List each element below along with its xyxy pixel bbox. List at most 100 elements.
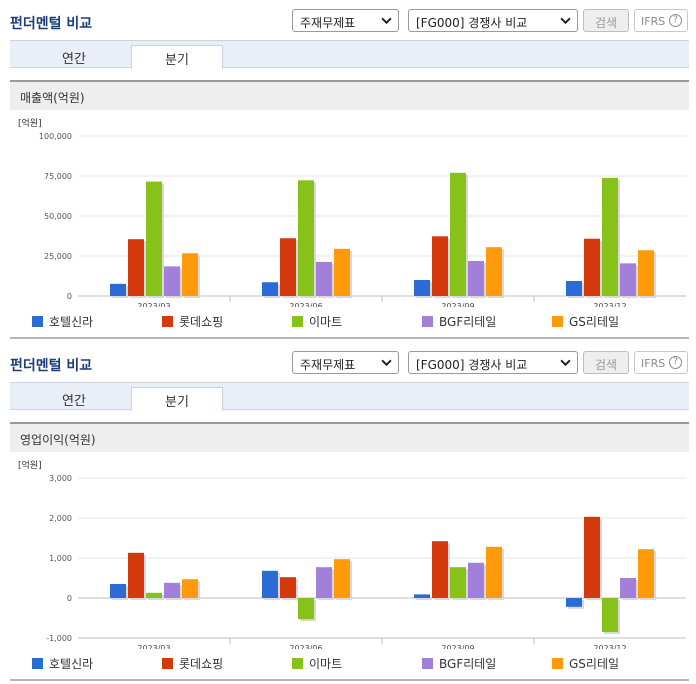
legend-item[interactable]: 이마트 [292,655,342,672]
ifrs-help-button[interactable]: IFRS ? [634,351,688,374]
statement-select[interactable]: 주재무제표 [292,9,399,32]
statement-select-value: 주재무제표 [300,358,356,372]
bar-2-3 [602,598,618,632]
tab-quarterly[interactable]: 분기 [131,387,223,411]
legend-swatch [292,316,303,327]
legend-label: BGF리테일 [439,315,497,329]
bar-1-0 [128,552,144,598]
legend-label: 이마트 [309,315,343,329]
bar-1-0 [128,239,144,296]
bar-0-3 [566,598,582,607]
bar-0-0 [110,584,126,598]
bar-1-1 [280,238,296,296]
bar-2-0 [146,592,162,598]
legend-item[interactable]: GS리테일 [552,655,619,672]
x-tick-label: 2023/06 [289,644,322,649]
legend-swatch [422,658,433,669]
bar-2-1 [298,598,314,620]
y-tick-label: 3,000 [49,474,72,483]
comparison-select[interactable]: [FG000] 경쟁사 비교 [408,351,578,374]
legend-item[interactable]: 호텔신라 [32,313,93,330]
legend-label: 롯데쇼핑 [179,657,224,671]
statement-select[interactable]: 주재무제표 [292,351,399,374]
legend-label: 호텔신라 [49,315,94,329]
chart-legend: 호텔신라 롯데쇼핑 이마트 BGF리테일 GS리테일 [10,311,689,331]
legend-label: 롯데쇼핑 [179,315,224,329]
bar-2-2 [450,567,466,598]
x-tick-label: 2023/12 [593,644,626,649]
bar-2-0 [146,181,162,296]
legend-swatch [32,658,43,669]
tab-annual[interactable]: 연간 [62,52,86,67]
metric-title: 영업이익(억원) [20,433,96,447]
comparison-select[interactable]: [FG000] 경쟁사 비교 [408,9,578,32]
bar-0-2 [414,280,430,296]
unit-label: [억원] [18,459,42,471]
legend-item[interactable]: GS리테일 [552,313,619,330]
ifrs-help-button[interactable]: IFRS ? [634,9,688,32]
bar-4-1 [334,559,350,598]
y-tick-label: 0 [67,594,72,603]
legend-item[interactable]: 이마트 [292,313,342,330]
statement-select-value: 주재무제표 [300,16,356,30]
bar-4-0 [182,253,198,296]
bar-3-1 [316,567,332,598]
bar-3-0 [164,582,180,598]
bar-3-3 [620,263,636,296]
x-tick-label: 2023/09 [441,302,474,307]
y-tick-label: 50,000 [44,212,72,221]
bar-3-0 [164,266,180,296]
y-tick-label: 2,000 [49,514,72,523]
bar-3-2 [468,260,484,296]
bar-0-3 [566,280,582,296]
x-tick-label: 2023/06 [289,302,322,307]
question-icon: ? [669,14,682,27]
legend-swatch [552,316,563,327]
legend-item[interactable]: 롯데쇼핑 [162,655,223,672]
bar-0-1 [262,282,278,296]
comparison-select-value: [FG000] 경쟁사 비교 [416,358,528,372]
legend-swatch [32,316,43,327]
y-tick-label: 1,000 [49,554,72,563]
bar-1-2 [432,236,448,296]
tab-annual[interactable]: 연간 [62,394,86,409]
y-tick-label: -1,000 [46,634,72,643]
x-tick-label: 2023/12 [593,302,626,307]
bar-4-3 [638,549,654,598]
panel-title: 펀더멘털 비교 [10,358,93,374]
chevron-down-icon [560,359,571,367]
search-button[interactable]: 검색 [583,9,629,32]
metric-title: 매출액(억원) [20,91,85,105]
x-tick-label: 2023/03 [137,644,170,649]
search-button[interactable]: 검색 [583,351,629,374]
legend-item[interactable]: 호텔신라 [32,655,93,672]
bar-0-1 [262,570,278,598]
legend-swatch [162,658,173,669]
operating-profit-bar-chart: [억원] -1,000 0 1,000 2,000 3,000 2023/03 2023/0… [18,459,686,649]
y-tick-label: 25,000 [44,252,72,261]
legend-swatch [292,658,303,669]
legend-item[interactable]: 롯데쇼핑 [162,313,223,330]
legend-swatch [552,658,563,669]
legend-item[interactable]: BGF리테일 [422,313,496,330]
chevron-down-icon [381,359,392,367]
legend-label: BGF리테일 [439,657,497,671]
metric-header: 매출액(억원) [10,80,689,110]
legend-label: GS리테일 [569,315,620,329]
bar-4-3 [638,250,654,296]
bar-3-1 [316,261,332,296]
question-icon: ? [669,356,682,369]
bar-2-3 [602,177,618,296]
panel-title: 펀더멘털 비교 [10,16,93,32]
period-tabs: 연간 분기 [10,40,689,69]
bar-0-2 [414,594,430,598]
bar-shadow [416,596,432,600]
period-tabs: 연간 분기 [10,382,689,411]
chevron-down-icon [381,17,392,25]
tab-quarterly[interactable]: 분기 [131,45,223,69]
legend-item[interactable]: BGF리테일 [422,655,496,672]
bar-4-2 [486,546,502,598]
ifrs-label: IFRS [641,15,666,28]
fundamental-panel-operating-profit: 펀더멘털 비교 주재무제표 [FG000] 경쟁사 비교 검색 IFRS ? 연… [0,342,696,684]
legend-swatch [422,316,433,327]
